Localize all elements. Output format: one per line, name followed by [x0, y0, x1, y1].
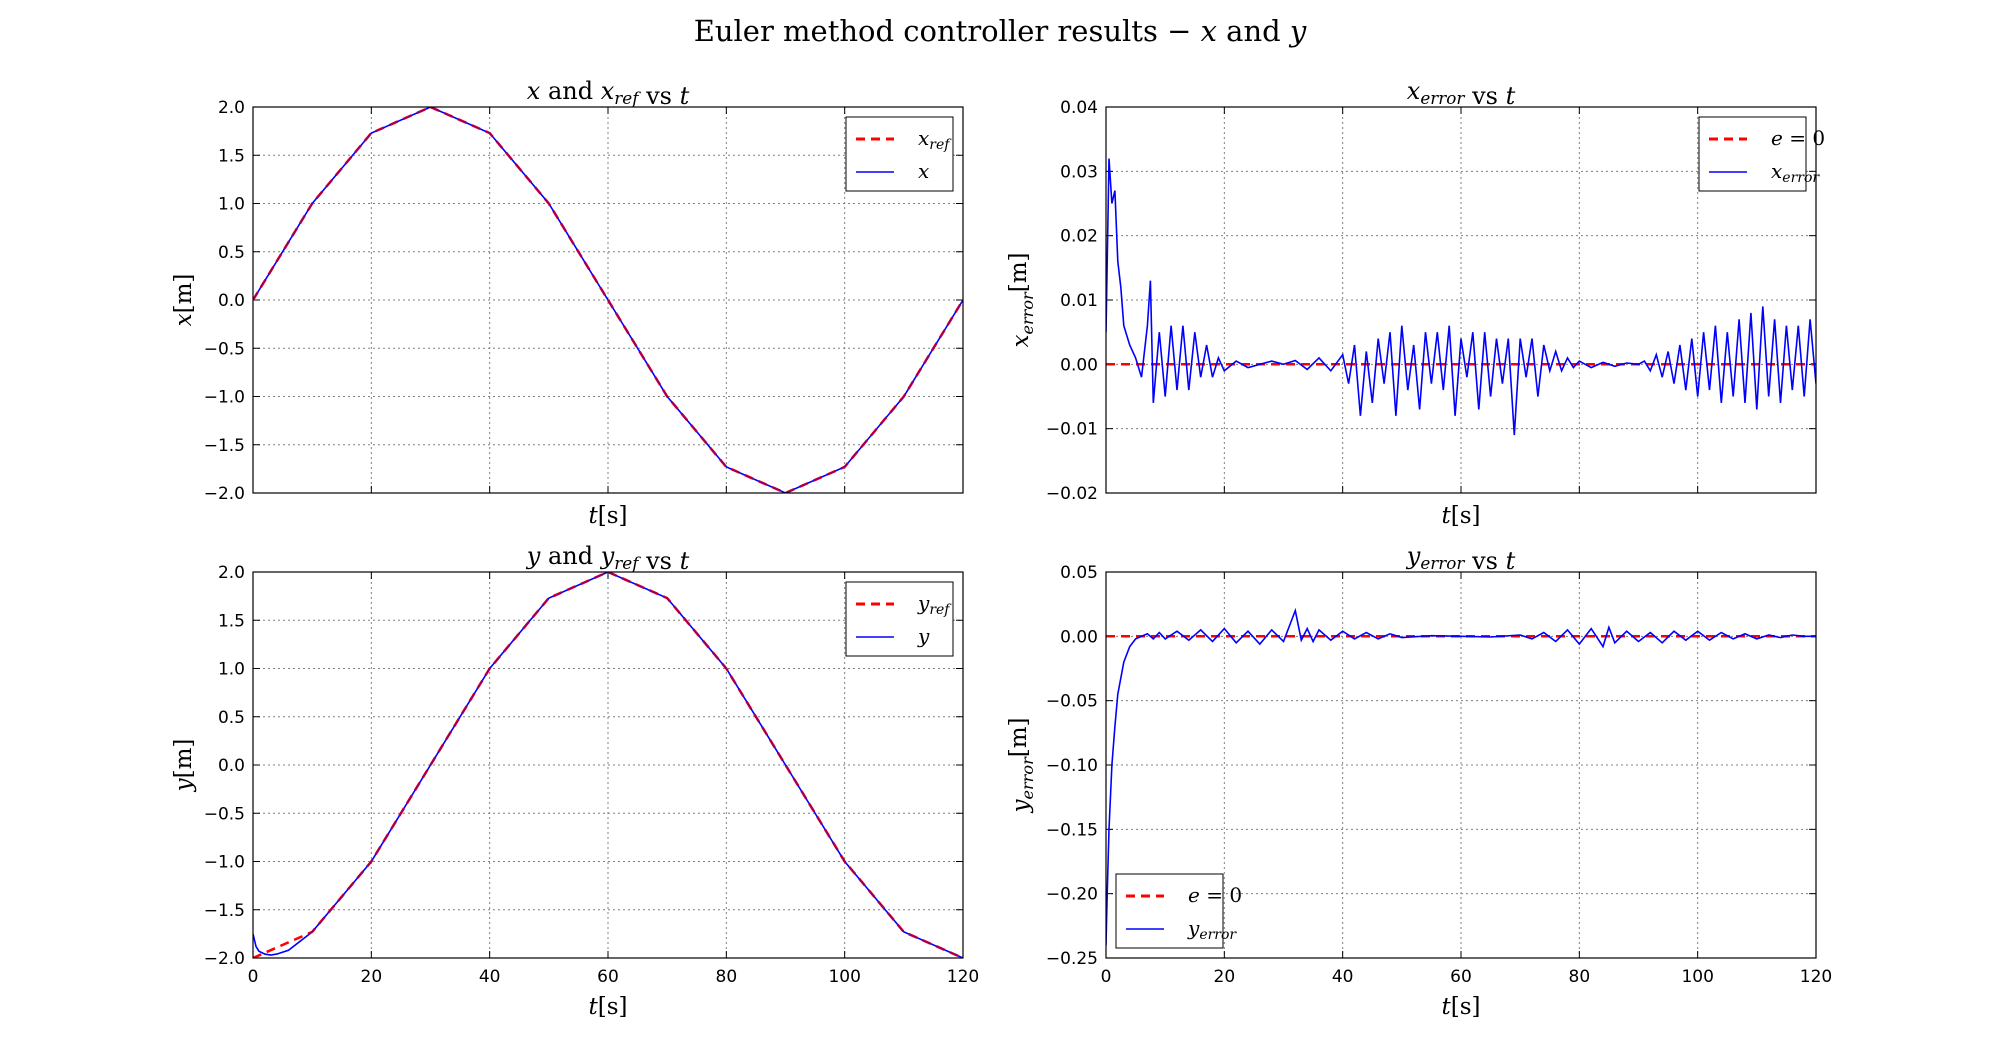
y-tick-label: 0.03 [1060, 162, 1098, 182]
x-tick-label: 120 [1800, 967, 1832, 987]
legend-label: y [917, 624, 930, 648]
figure-title-and: and [1226, 14, 1281, 48]
y-tick-label: −0.5 [204, 339, 245, 359]
legend-label: yref [917, 591, 952, 618]
legend-box [845, 116, 954, 192]
plot-frame [252, 106, 964, 494]
legend-label: e = 0 [1771, 126, 1825, 150]
series-line-x-error [1106, 158, 1816, 436]
y-tick-label: −0.02 [1046, 484, 1098, 504]
plot-title: x and xref vs t [527, 77, 690, 110]
y-tick-label: 0.5 [218, 243, 245, 263]
y-axis-label: yerror[m] [1006, 717, 1037, 813]
y-tick-label: 1.0 [218, 660, 245, 680]
plot-title: xerror vs t [1407, 77, 1516, 110]
y-axis-label: xerror[m] [1006, 252, 1037, 347]
legend: yref y [845, 581, 954, 657]
plot-title: yerror vs t [1406, 542, 1516, 575]
plot-frame [1105, 571, 1817, 959]
x-tick-label: 20 [1214, 967, 1236, 987]
y-axis-label: x[m] [171, 274, 197, 327]
x-tick-label: 100 [1681, 967, 1713, 987]
legend-label: xref [918, 126, 952, 153]
y-tick-label: 1.5 [218, 146, 245, 166]
x-axis-label: t[s] [1442, 994, 1481, 1020]
y-tick-label: −2.0 [204, 949, 245, 969]
legend-label: xerror [1771, 159, 1820, 186]
legend-label: x [918, 159, 929, 183]
y-tick-label: 0.02 [1060, 227, 1098, 247]
x-tick-label: 120 [947, 967, 979, 987]
y-tick-label: 0.00 [1060, 355, 1098, 375]
y-axis-label: y[m] [171, 739, 197, 793]
legend: e = 0 xerror [1698, 116, 1825, 192]
y-tick-label: −0.10 [1046, 756, 1098, 776]
x-plot: 2.0 1.5 1.0 0.5 0.0 −0.5 −1.0 −1.5 −2.0 x and xre… [171, 77, 964, 529]
x-tick-label: 40 [479, 967, 501, 987]
y-plot: 0 20 40 60 80 100 120 2.0 1.5 1.0 0.5 0.0 −0.5 −1.0 −1… [171, 542, 979, 1020]
legend: e = 0 yerror [1115, 873, 1242, 949]
xerr-plot: 0.04 0.03 0.02 0.01 0.00 −0.01 −0.02 xerror vs … [1006, 77, 1825, 529]
yerr-plot: 0 20 40 60 80 100 120 0.05 0.00 −0.05 −0.10 −0.15 −0… [1006, 542, 1832, 1020]
y-tick-label: −1.0 [204, 388, 245, 408]
y-tick-label: 0.0 [218, 756, 245, 776]
y-tick-label: 0.00 [1060, 627, 1098, 647]
y-tick-label: 0.0 [218, 291, 245, 311]
plot-frame [1105, 106, 1817, 494]
y-tick-label: 2.0 [218, 563, 245, 583]
y-tick-label: 0.01 [1060, 291, 1098, 311]
y-tick-label: 1.5 [218, 611, 245, 631]
legend: xref x [845, 116, 954, 192]
series-line-overlay [253, 572, 963, 958]
legend-box [1698, 116, 1807, 192]
x-tick-label: 20 [361, 967, 383, 987]
y-tick-label: −0.05 [1046, 692, 1098, 712]
y-tick-label: −0.20 [1046, 885, 1098, 905]
x-axis-label: t[s] [1442, 503, 1481, 529]
x-tick-label: 60 [597, 967, 619, 987]
y-tick-label: 1.0 [218, 195, 245, 215]
figure-title-x: x [1200, 14, 1217, 48]
figure-title-prefix: Euler method controller results [693, 14, 1158, 48]
y-tick-label: −0.01 [1046, 420, 1098, 440]
y-tick-label: −1.5 [204, 436, 245, 456]
legend-box [1115, 873, 1224, 949]
series-line-y-error [1106, 607, 1816, 946]
y-tick-label: −0.5 [204, 804, 245, 824]
x-tick-label: 80 [716, 967, 738, 987]
legend-label: e = 0 [1188, 883, 1242, 907]
figure-title-dash: − [1167, 14, 1192, 48]
y-tick-label: −0.25 [1046, 949, 1098, 969]
x-axis-label: t[s] [589, 994, 628, 1020]
figure-title-y: y [1289, 14, 1307, 48]
legend-box [845, 581, 954, 657]
y-tick-label: 2.0 [218, 98, 245, 118]
x-tick-label: 80 [1569, 967, 1591, 987]
x-tick-label: 60 [1450, 967, 1472, 987]
y-tick-label: 0.04 [1060, 98, 1098, 118]
series-line-overlay [253, 107, 963, 493]
legend-label: yerror [1187, 916, 1237, 943]
x-tick-label: 0 [1101, 967, 1112, 987]
plot-frame [252, 571, 964, 959]
x-tick-label: 40 [1332, 967, 1354, 987]
figure-title: Euler method controller results − x and … [0, 14, 2000, 48]
y-tick-label: −1.0 [204, 853, 245, 873]
series-line-y [253, 572, 963, 958]
y-tick-label: −0.15 [1046, 820, 1098, 840]
plot-title: y and yref vs t [526, 542, 690, 575]
x-tick-label: 0 [248, 967, 259, 987]
y-tick-label: 0.05 [1060, 563, 1098, 583]
y-tick-label: −1.5 [204, 901, 245, 921]
y-tick-label: −2.0 [204, 484, 245, 504]
x-tick-label: 100 [828, 967, 860, 987]
x-axis-label: t[s] [589, 503, 628, 529]
y-tick-label: 0.5 [218, 708, 245, 728]
